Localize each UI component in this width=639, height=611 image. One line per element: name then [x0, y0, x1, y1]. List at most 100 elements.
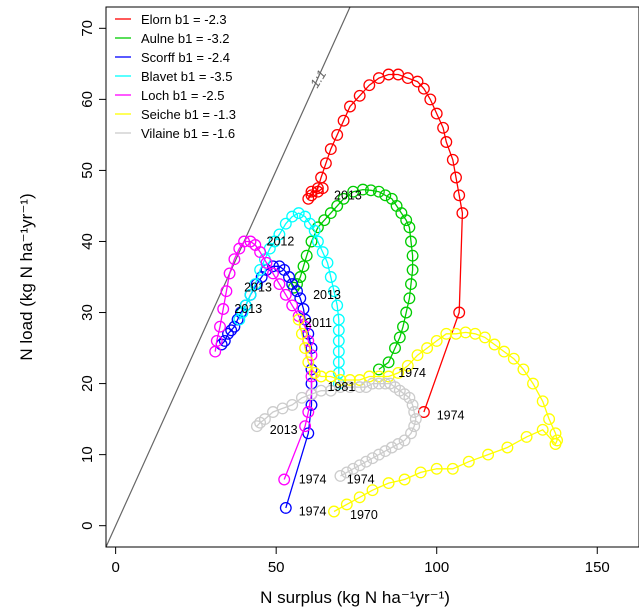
data-point	[456, 207, 469, 220]
data-point	[305, 370, 318, 383]
data-point	[302, 192, 315, 205]
data-point	[417, 406, 430, 418]
legend-label: Vilaine b1 = -1.6	[141, 126, 235, 141]
data-point	[405, 278, 417, 291]
data-point	[360, 455, 373, 468]
year-annotation: 2011	[305, 316, 332, 330]
data-point	[279, 501, 292, 514]
data-point	[364, 184, 377, 197]
data-point	[305, 185, 318, 198]
data-point	[406, 398, 419, 411]
series-0	[302, 68, 469, 418]
y-tick-label: 0	[79, 522, 96, 530]
y-tick-label: 30	[79, 304, 96, 321]
data-point	[353, 491, 366, 504]
data-point	[401, 359, 414, 372]
data-point	[299, 420, 312, 433]
series-5	[292, 313, 564, 518]
data-point	[250, 420, 263, 433]
year-annotation: 1974	[398, 366, 426, 380]
data-point	[209, 345, 222, 358]
data-point	[273, 278, 286, 291]
year-annotation: 2013	[270, 423, 298, 437]
data-point	[337, 192, 350, 205]
data-point	[305, 235, 318, 248]
year-annotation: 1981	[328, 380, 356, 394]
reference-line-label: 1:1	[307, 67, 329, 90]
data-point	[372, 363, 385, 376]
axis-layer: 0 50 100 150 0 10 20 30 40 50 60 70	[79, 20, 610, 576]
data-point	[353, 381, 366, 394]
data-point	[292, 313, 305, 326]
data-point	[278, 473, 291, 486]
data-point	[324, 370, 337, 383]
data-point	[286, 299, 299, 312]
data-point	[372, 377, 385, 390]
data-point	[220, 285, 233, 298]
year-annotation: 1974	[299, 505, 327, 519]
data-point	[294, 271, 307, 283]
data-point	[403, 292, 416, 305]
data-point	[408, 406, 421, 418]
data-point	[295, 391, 308, 404]
data-point	[305, 189, 318, 202]
data-point	[366, 452, 379, 465]
data-point	[239, 299, 252, 312]
data-point	[324, 384, 337, 397]
data-point	[332, 313, 345, 326]
data-point	[217, 303, 230, 315]
data-point	[331, 199, 344, 212]
data-point	[214, 320, 226, 333]
legend-label: Scorff b1 = -2.4	[141, 50, 230, 65]
data-point	[331, 299, 344, 312]
data-point	[316, 182, 329, 195]
data-point	[273, 260, 286, 273]
data-point	[353, 374, 366, 386]
data-point	[300, 249, 313, 262]
data-point	[393, 331, 406, 344]
y-tick-label: 40	[79, 233, 96, 250]
year-annotation: 2013	[244, 281, 272, 295]
data-point	[299, 342, 312, 355]
data-point	[382, 477, 395, 490]
data-point	[311, 235, 324, 248]
y-tick-label: 50	[79, 162, 96, 179]
data-point	[344, 381, 356, 394]
legend-label: Loch b1 = -2.5	[141, 88, 224, 103]
y-tick-label: 10	[79, 446, 96, 463]
data-point	[244, 288, 257, 301]
data-point	[334, 469, 347, 482]
data-point	[260, 256, 273, 269]
data-point	[249, 278, 262, 291]
data-point	[254, 263, 267, 276]
data-point	[340, 498, 353, 511]
data-point	[372, 72, 385, 85]
data-point	[295, 327, 308, 340]
data-point	[321, 256, 334, 269]
legend-label: Seiche b1 = -1.3	[141, 107, 236, 122]
year-annotation: 1974	[347, 473, 375, 487]
data-point	[397, 320, 409, 333]
data-point	[279, 217, 292, 230]
y-tick-label: 70	[79, 20, 96, 37]
x-tick-label: 50	[268, 559, 285, 576]
data-point	[409, 413, 422, 426]
data-point	[363, 79, 376, 92]
legend: Elorn b1 = -2.3 Aulne b1 = -3.2 Scorff b1 …	[115, 12, 236, 141]
data-point	[498, 345, 511, 358]
series-3	[233, 207, 345, 390]
data-point	[430, 462, 443, 475]
data-point	[372, 370, 385, 383]
data-point	[366, 484, 379, 497]
data-point	[469, 327, 482, 340]
data-point	[384, 377, 397, 390]
data-point	[267, 406, 279, 418]
data-point	[347, 185, 360, 198]
data-point	[406, 249, 419, 262]
data-point	[331, 128, 344, 141]
data-point	[297, 260, 310, 273]
data-point	[549, 427, 562, 440]
data-point	[279, 288, 292, 301]
data-point	[507, 352, 520, 365]
data-point	[405, 235, 417, 248]
